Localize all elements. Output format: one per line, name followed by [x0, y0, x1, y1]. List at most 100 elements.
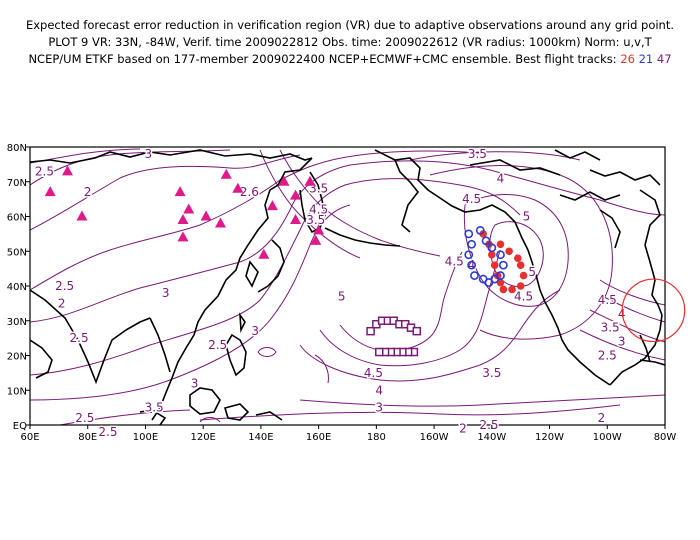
track-26-point: [513, 254, 522, 262]
lat-tick-label: EQ: [13, 421, 27, 432]
track-47-point: [375, 347, 384, 357]
lon-tick-label: 60E: [20, 432, 39, 443]
lat-tick-label: 60N: [7, 213, 27, 224]
triangle-marker: [232, 182, 244, 193]
contour-label: 4.5: [598, 293, 617, 307]
triangle-marker: [200, 210, 212, 221]
vr-circle: [621, 278, 686, 343]
triangle-marker: [304, 175, 316, 186]
lon-tick-label: 120W: [535, 432, 564, 443]
contour-label: 2.5: [75, 411, 94, 425]
contour-label: 3: [251, 324, 259, 338]
track-21-point: [470, 271, 479, 280]
track-id-26: 26: [620, 52, 635, 66]
track-21-point: [464, 229, 474, 239]
triangle-marker: [266, 200, 278, 211]
triangle-marker: [310, 234, 322, 245]
triangle-marker: [44, 186, 56, 197]
contour-label: 4: [497, 171, 505, 185]
contour-label: 4.5: [364, 366, 383, 380]
lon-tick-label: 180: [367, 432, 386, 443]
contour-label: 3.5: [482, 366, 501, 380]
contour-label: 4: [468, 258, 476, 272]
lon-tick-label: 140E: [248, 432, 273, 443]
track-id-21: 21: [638, 52, 654, 66]
triangle-marker: [290, 213, 302, 224]
lat-tick-label: 10N: [7, 386, 27, 397]
contour-label: 4.5: [514, 289, 533, 303]
track-21-point: [467, 239, 477, 249]
triangle-marker: [278, 175, 290, 186]
lon-tick-label: 100W: [593, 432, 622, 443]
contour-label: 2.5: [55, 279, 74, 293]
track-26-point: [485, 240, 493, 249]
lon-tick-label: 160E: [306, 432, 331, 443]
header-line-1: Expected forecast error reduction in ver…: [25, 18, 675, 32]
contour-label: 4: [618, 307, 626, 321]
lat-tick-label: 30N: [7, 317, 27, 328]
triangle-marker: [215, 217, 226, 228]
contour-label: 2: [58, 296, 66, 310]
lon-tick-label: 120E: [190, 432, 215, 443]
lat-tick-label: 40N: [7, 282, 27, 293]
lat-tick-label: 80N: [7, 143, 27, 154]
map-frame: [29, 146, 666, 426]
contour-label: 2.6: [240, 185, 259, 199]
contour-label: 2.5: [70, 331, 89, 345]
track-26-point: [519, 271, 528, 280]
track-47-point: [412, 326, 422, 336]
track-21-point: [467, 260, 477, 270]
contour-label: 2.5: [98, 425, 117, 439]
contour-label: 2: [84, 185, 92, 199]
track-26-point: [496, 240, 505, 249]
contour-lines: [30, 148, 665, 425]
contour-label: 5: [528, 265, 536, 279]
contour-label: 2.5: [598, 349, 617, 363]
triangle-marker: [290, 189, 302, 200]
lon-tick-label: 80W: [654, 432, 677, 443]
lon-tick-label: 80E: [78, 432, 97, 443]
triangle-marker: [220, 168, 232, 179]
contour-label: 3.5: [601, 321, 620, 335]
triangle-markers: [44, 165, 325, 259]
track-26-point: [490, 261, 499, 269]
contour-label: 3: [618, 335, 626, 349]
contour-label: 4: [375, 383, 383, 397]
track-21-point: [496, 250, 505, 260]
triangle-marker: [174, 186, 186, 197]
track-47-point: [366, 326, 375, 336]
triangle-marker: [313, 224, 325, 235]
lat-tick-label: 50N: [7, 247, 27, 258]
contour-label: 3.5: [468, 147, 487, 161]
track-21-point: [481, 236, 491, 246]
track-21-point: [498, 260, 508, 270]
contour-label: 5: [338, 289, 346, 303]
header-line-3: NCEP/UM ETKF based on 177-member 2009022…: [0, 52, 700, 66]
triangle-marker: [183, 203, 195, 214]
track-21-point: [496, 271, 505, 280]
contour-label: 2.5: [479, 418, 498, 432]
contour-label: 4.5: [462, 192, 481, 206]
coastlines: [30, 149, 665, 425]
track-21-point: [487, 243, 497, 253]
track-26-point: [508, 285, 516, 294]
contour-label: 3: [145, 147, 153, 161]
track-26-point: [505, 247, 513, 256]
triangle-marker: [258, 248, 270, 259]
header-line-3-text: NCEP/UM ETKF based on 177-member 2009022…: [28, 52, 617, 66]
contour-label: 3: [375, 401, 383, 415]
track-26-point: [499, 285, 508, 294]
track-26-point: [488, 250, 496, 259]
contour-label: 3: [191, 376, 199, 390]
contour-label: 3.5: [306, 213, 325, 227]
track-26-point: [479, 230, 487, 238]
track-47-markers: [366, 316, 422, 357]
track-26-point: [516, 261, 525, 269]
triangle-marker: [62, 165, 74, 176]
lon-tick-label: 100E: [133, 432, 158, 443]
verification-region: [621, 278, 686, 343]
contour-label: 3: [162, 286, 170, 300]
contour-label: 2.5: [208, 338, 227, 352]
